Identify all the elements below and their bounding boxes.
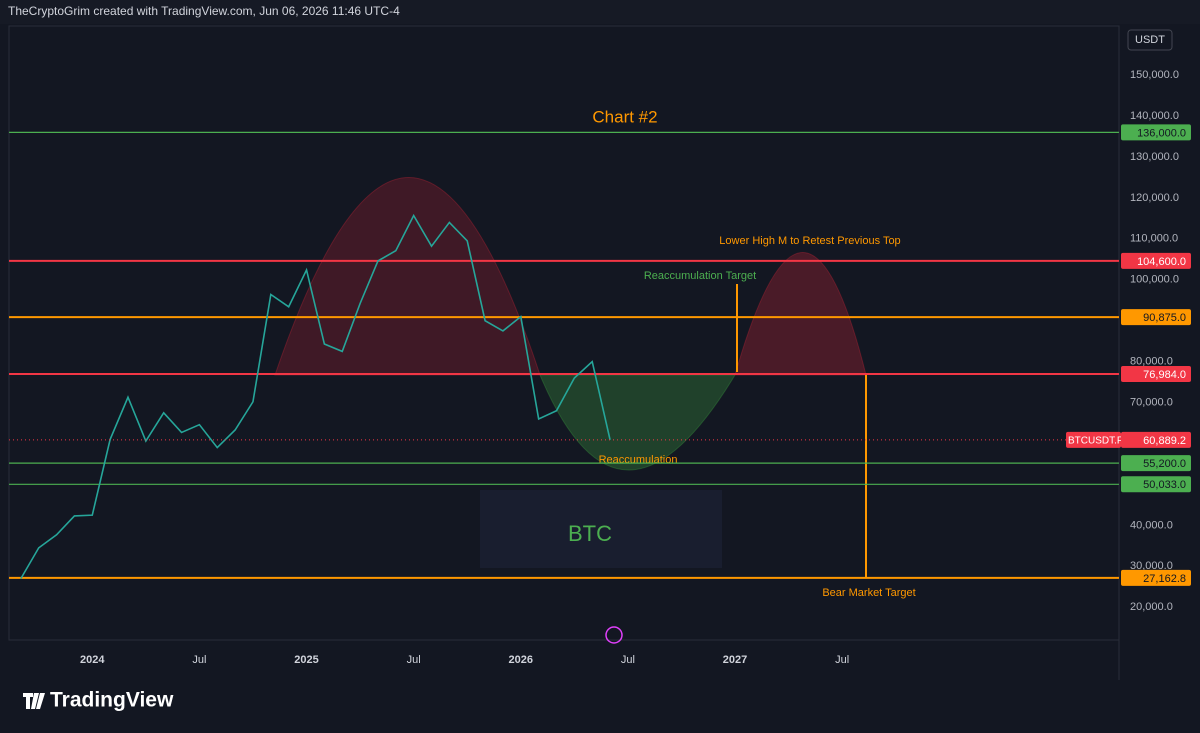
x-tick-label: Jul bbox=[621, 654, 635, 666]
lower-high-arc bbox=[734, 252, 867, 376]
price-tag bbox=[1121, 569, 1191, 586]
distribution-arc bbox=[274, 177, 541, 376]
price-tag bbox=[1121, 431, 1191, 448]
price-line bbox=[20, 213, 611, 579]
header: TheCryptoGrim created with TradingView.c… bbox=[8, 4, 400, 18]
chart-title: Chart #2 bbox=[592, 107, 657, 126]
currency[interactable]: USDT bbox=[1135, 34, 1165, 46]
price-tag bbox=[1121, 252, 1191, 269]
price-tag bbox=[1121, 476, 1191, 493]
annotation: Reaccumulation Target bbox=[644, 270, 756, 282]
x-tick-label: 2027 bbox=[723, 654, 747, 666]
price-tag-label: 50,033.0 bbox=[1143, 479, 1186, 491]
price-tag-label: 104,600.0 bbox=[1137, 256, 1186, 268]
price-tag bbox=[1121, 365, 1191, 382]
y-tick-label: 150,000.0 bbox=[1130, 69, 1179, 81]
replay-icon[interactable] bbox=[605, 626, 623, 644]
price-tag bbox=[1121, 309, 1191, 326]
y-tick-label: 30,000.0 bbox=[1130, 560, 1173, 572]
logo-icon bbox=[23, 693, 45, 709]
x-tick-label: Jul bbox=[835, 654, 849, 666]
x-tick-label: 2026 bbox=[509, 654, 533, 666]
price-tag-label: 55,200.0 bbox=[1143, 458, 1186, 470]
y-tick-label: 70,000.0 bbox=[1130, 396, 1173, 408]
y-tick-label: 80,000.0 bbox=[1130, 356, 1173, 368]
symbol-name: BTCUSDT.P bbox=[1068, 436, 1124, 447]
x-tick-label: 2024 bbox=[80, 654, 105, 666]
reaccumulation-bowl bbox=[539, 374, 736, 471]
symbol-tag bbox=[1066, 431, 1121, 448]
watermark-box bbox=[480, 490, 722, 568]
x-tick-label: Jul bbox=[407, 654, 421, 666]
price-tag-label: 27,162.8 bbox=[1143, 573, 1186, 585]
currency-box[interactable] bbox=[1127, 29, 1173, 51]
price-tag bbox=[1121, 124, 1191, 141]
y-tick-label: 20,000.0 bbox=[1130, 601, 1173, 613]
x-tick-label: Jul bbox=[192, 654, 206, 666]
logo-text: TradingView bbox=[50, 689, 174, 712]
x-tick-label: 2025 bbox=[294, 654, 318, 666]
y-tick-label: 100,000.0 bbox=[1130, 274, 1179, 286]
y-tick-label: 130,000.0 bbox=[1130, 151, 1179, 163]
price-tag-label: 136,000.0 bbox=[1137, 127, 1186, 139]
y-tick-label: 110,000.0 bbox=[1130, 233, 1178, 245]
annotation: Reaccumulation bbox=[599, 454, 678, 466]
annotation: Lower High M to Retest Previous Top bbox=[719, 235, 900, 247]
price-tag bbox=[1121, 455, 1191, 472]
y-tick-label: 40,000.0 bbox=[1130, 519, 1173, 531]
price-tag-label: 76,984.0 bbox=[1143, 369, 1186, 381]
watermark: BTC bbox=[568, 521, 612, 546]
price-tag-label: 60,889.2 bbox=[1143, 435, 1186, 447]
annotation: Bear Market Target bbox=[822, 587, 915, 599]
price-tag-label: 90,875.0 bbox=[1143, 312, 1186, 324]
header-bar bbox=[0, 0, 1200, 24]
y-tick-label: 140,000.0 bbox=[1130, 110, 1179, 122]
y-tick-label: 120,000.0 bbox=[1130, 192, 1179, 204]
